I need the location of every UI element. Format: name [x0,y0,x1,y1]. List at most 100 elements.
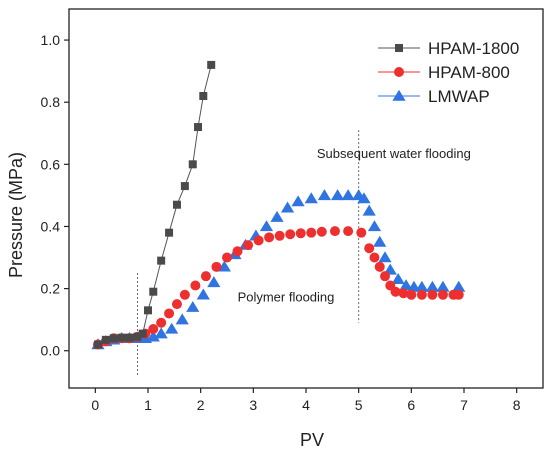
data-point [172,200,181,209]
data-point [304,192,318,204]
y-tick-label: 0.4 [41,218,61,234]
y-tick-label: 0.2 [41,281,61,297]
data-point [453,289,464,300]
annotation-subsequent-water-flooding: Subsequent water flooding [317,146,471,161]
data-point [316,226,327,237]
legend-entry: LMWAP [378,87,490,106]
x-axis-title: PV [300,430,324,450]
data-point [425,280,439,292]
data-point [391,273,405,284]
data-point [436,280,450,292]
data-point [93,340,102,349]
data-point [274,230,285,241]
data-point [452,280,466,292]
data-point [427,289,438,300]
data-point [180,182,189,191]
data-point [369,252,380,263]
data-point [171,299,182,310]
legend-marker [395,44,403,52]
data-point [253,235,264,246]
data-point [243,240,254,251]
legend-label: LMWAP [428,87,490,106]
legend-marker [392,89,406,101]
data-point [399,279,413,291]
data-point [367,220,382,232]
data-point [207,60,216,69]
data-point [373,235,387,247]
data-point [138,329,147,338]
data-point [200,271,211,282]
data-point [232,246,243,257]
series-lmwap [91,189,466,350]
data-point [188,160,197,169]
data-point [125,333,134,342]
legend-label: HPAM-800 [428,63,510,82]
data-point [364,243,375,254]
data-point [207,276,221,288]
data-point [285,229,296,240]
data-point [357,192,371,204]
data-point [259,220,274,232]
data-point [374,261,385,272]
data-point [380,271,390,282]
data-point [148,323,159,334]
stage-divider-lines [136,130,360,376]
y-axis-title: Pressure (MPa) [6,152,26,278]
data-point [199,91,208,100]
data-point [222,252,232,263]
data-point [356,227,367,238]
data-point [280,201,295,213]
axis-ticks [64,39,518,393]
y-tick-label: 1.0 [41,32,61,48]
data-point [343,226,354,237]
data-point [306,227,317,238]
data-point [157,256,166,265]
data-point [378,251,392,263]
x-tick-label: 7 [460,397,468,413]
series-layer [91,60,466,350]
data-point [165,228,174,237]
data-point [437,289,448,300]
data-point [362,204,376,216]
data-point [149,287,158,296]
legend: HPAM-1800 HPAM-800 LMWAP [378,39,519,106]
data-point [156,317,167,328]
data-point [295,228,306,239]
data-point [211,261,222,272]
data-point [190,280,201,291]
x-tick-label: 0 [91,397,99,413]
data-point [331,189,345,201]
data-point [415,280,429,292]
series-line [97,64,212,345]
x-tick-label: 5 [355,397,363,413]
legend-entry: HPAM-800 [378,63,510,82]
y-tick-label: 0.0 [41,343,61,359]
data-point [390,286,401,297]
data-point [194,123,203,132]
data-point [179,289,190,300]
data-point [398,288,409,299]
legend-marker [394,67,404,77]
legend-entry: HPAM-1800 [378,39,519,58]
data-point [291,195,305,207]
data-point [101,335,110,344]
data-point [146,330,160,342]
data-point [117,333,126,342]
x-tick-label: 4 [302,397,310,413]
x-tick-label: 2 [197,397,205,413]
data-point [164,308,175,319]
data-point [416,289,427,300]
x-tick-label: 8 [513,397,521,413]
data-point [270,210,284,222]
axis-tick-labels: 0 1 2 3 4 5 6 7 8 0.0 0.2 0.4 0.6 0.8 1.0 [41,32,521,413]
data-point [165,322,179,334]
legend-label: HPAM-1800 [428,39,519,58]
data-point [154,327,168,339]
series-hpam-1800 [93,60,216,349]
y-tick-label: 0.6 [41,156,61,172]
x-tick-label: 6 [407,397,415,413]
x-tick-label: 1 [144,397,152,413]
data-point [341,189,355,201]
data-point [186,300,200,312]
